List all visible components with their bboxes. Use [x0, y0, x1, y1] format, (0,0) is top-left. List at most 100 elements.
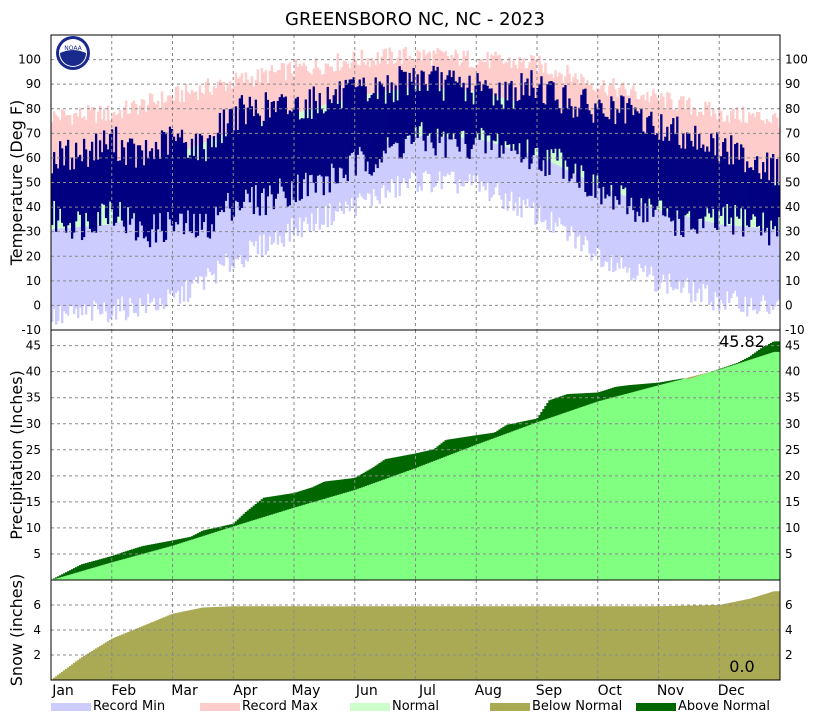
month-label: Jan	[51, 683, 74, 699]
above-normal-bar	[72, 568, 76, 574]
snow-normal-bar	[680, 605, 683, 680]
snow-normal-bar	[702, 605, 705, 680]
legend-label: Record Max	[242, 699, 318, 714]
precip-normal-bar	[212, 532, 216, 580]
precip-normal-bar	[432, 461, 435, 580]
snow-normal-bar	[100, 644, 104, 680]
record-min-bar	[56, 228, 60, 321]
precip-normal-bar	[636, 390, 639, 580]
snow-normal-bar	[306, 606, 310, 680]
precip-normal-bar	[144, 552, 148, 580]
record-min-bar	[454, 137, 457, 184]
record-min-bar	[374, 142, 377, 197]
record-min-bar	[658, 209, 661, 289]
above-normal-bar	[558, 396, 561, 415]
precip-normal-bar	[752, 358, 755, 580]
record-min-bar	[60, 228, 64, 324]
record-max-bar	[554, 70, 557, 114]
actual-temp-bar	[692, 146, 695, 229]
record-min-bar	[778, 229, 781, 300]
actual-temp-bar	[652, 125, 655, 217]
actual-temp-bar	[596, 108, 599, 176]
record-min-bar	[718, 224, 721, 311]
snow-normal-bar	[320, 606, 324, 680]
actual-temp-bar	[616, 109, 619, 200]
record-min-bar	[264, 175, 268, 255]
above-normal-bar	[382, 460, 385, 480]
snow-normal-bar	[350, 606, 353, 680]
record-max-bar	[186, 92, 190, 150]
precip-normal-bar	[92, 567, 96, 580]
above-normal-bar	[186, 537, 190, 541]
above-normal-bar	[732, 364, 735, 366]
precip-normal-bar	[454, 452, 457, 580]
actual-temp-bar	[740, 144, 743, 209]
actual-temp-bar	[654, 134, 657, 210]
month-label: Feb	[111, 683, 136, 699]
precip-normal-bar	[108, 562, 112, 580]
precip-normal-bar	[626, 393, 629, 580]
above-normal-bar	[726, 366, 729, 368]
snow-normal-bar	[378, 606, 381, 680]
actual-temp-bar	[262, 120, 266, 189]
snow-normal-bar	[766, 593, 769, 680]
actual-temp-bar	[778, 185, 781, 218]
above-normal-bar	[236, 519, 240, 525]
actual-temp-bar	[268, 117, 271, 186]
actual-temp-bar	[664, 136, 667, 217]
precip-normal-bar	[378, 480, 381, 580]
actual-temp-bar	[218, 112, 222, 212]
actual-temp-bar	[674, 134, 677, 236]
record-min-bar	[520, 151, 523, 218]
precip-normal-bar	[526, 425, 529, 580]
snow-normal-bar	[552, 606, 555, 680]
snow-normal-bar	[78, 658, 82, 680]
record-max-bar	[126, 114, 130, 170]
snow-normal-bar	[428, 606, 431, 680]
snow-normal-bar	[504, 606, 507, 680]
snow-normal-bar	[494, 606, 497, 680]
snow-normal-bar	[346, 606, 349, 680]
above-normal-bar	[566, 394, 569, 412]
snow-normal-bar	[452, 606, 455, 680]
actual-temp-bar	[442, 100, 445, 132]
precip-normal-bar	[550, 417, 553, 580]
precip-normal-bar	[750, 359, 753, 580]
snow-normal-bar	[742, 600, 745, 680]
record-min-bar	[460, 137, 463, 186]
above-normal-bar	[354, 477, 357, 490]
above-normal-bar	[594, 392, 597, 403]
record-min-bar	[136, 216, 140, 317]
record-min-bar	[124, 220, 128, 321]
record-min-bar	[194, 199, 198, 277]
precip-normal-bar	[596, 401, 599, 580]
precip-normal-bar	[148, 551, 152, 580]
precip-normal-bar	[338, 494, 342, 580]
actual-temp-bar	[66, 139, 70, 226]
record-min-bar	[66, 227, 70, 316]
precip-normal-bar	[702, 374, 705, 580]
record-min-bar	[700, 219, 703, 303]
above-normal-bar	[676, 379, 679, 381]
actual-temp-bar	[658, 139, 661, 201]
below-normal-bar	[692, 376, 695, 378]
record-min-bar	[446, 137, 449, 174]
actual-temp-bar	[180, 129, 184, 214]
actual-temp-bar	[446, 75, 449, 134]
above-normal-bar	[638, 384, 641, 391]
snow-normal-bar	[688, 605, 691, 680]
record-min-bar	[640, 202, 643, 269]
snow-normal-bar	[412, 606, 415, 680]
record-max-bar	[426, 53, 429, 88]
above-normal-bar	[320, 482, 324, 500]
record-min-bar	[604, 187, 607, 262]
snow-normal-bar	[94, 648, 98, 680]
record-max-bar	[204, 82, 208, 142]
snow-normal-bar	[512, 606, 515, 680]
actual-temp-bar	[140, 150, 144, 226]
record-max-bar	[336, 53, 340, 102]
precip-normal-bar	[662, 384, 665, 580]
actual-temp-bar	[388, 92, 391, 148]
snow-normal-bar	[432, 606, 435, 680]
above-normal-bar	[526, 420, 529, 426]
